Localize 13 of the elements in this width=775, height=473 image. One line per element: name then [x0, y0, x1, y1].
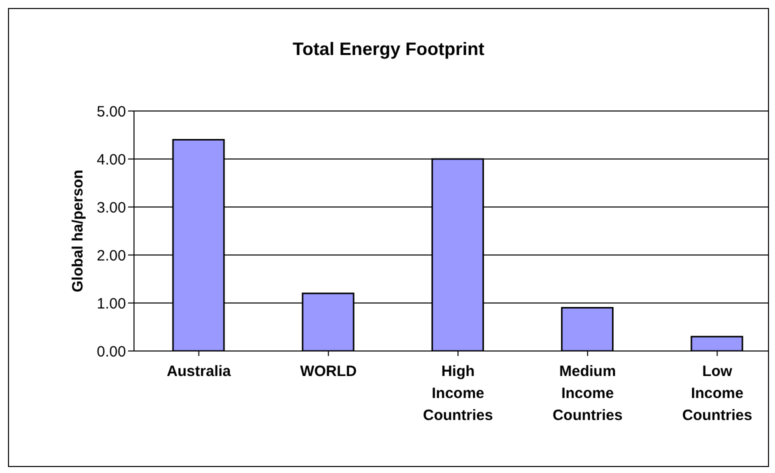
y-tick-label: 1.00 — [96, 295, 126, 312]
y-tick-label: 5.00 — [96, 103, 126, 120]
y-tick-label: 2.00 — [96, 247, 126, 264]
y-axis-title: Global ha/person — [69, 170, 86, 292]
x-tick-label: Low Income Countries — [682, 363, 752, 424]
x-tick-label: Australia — [166, 363, 232, 380]
x-tick-label: High Income Countries — [422, 363, 494, 424]
x-tick-label: WORLD — [300, 363, 357, 380]
y-tick-label: 3.00 — [96, 199, 126, 216]
y-tick-label: 4.00 — [96, 151, 126, 168]
y-tick-label: 0.00 — [96, 343, 126, 360]
chart-title: Total Energy Footprint — [292, 39, 486, 60]
x-tick-label: Medium Income Countries — [552, 363, 623, 424]
